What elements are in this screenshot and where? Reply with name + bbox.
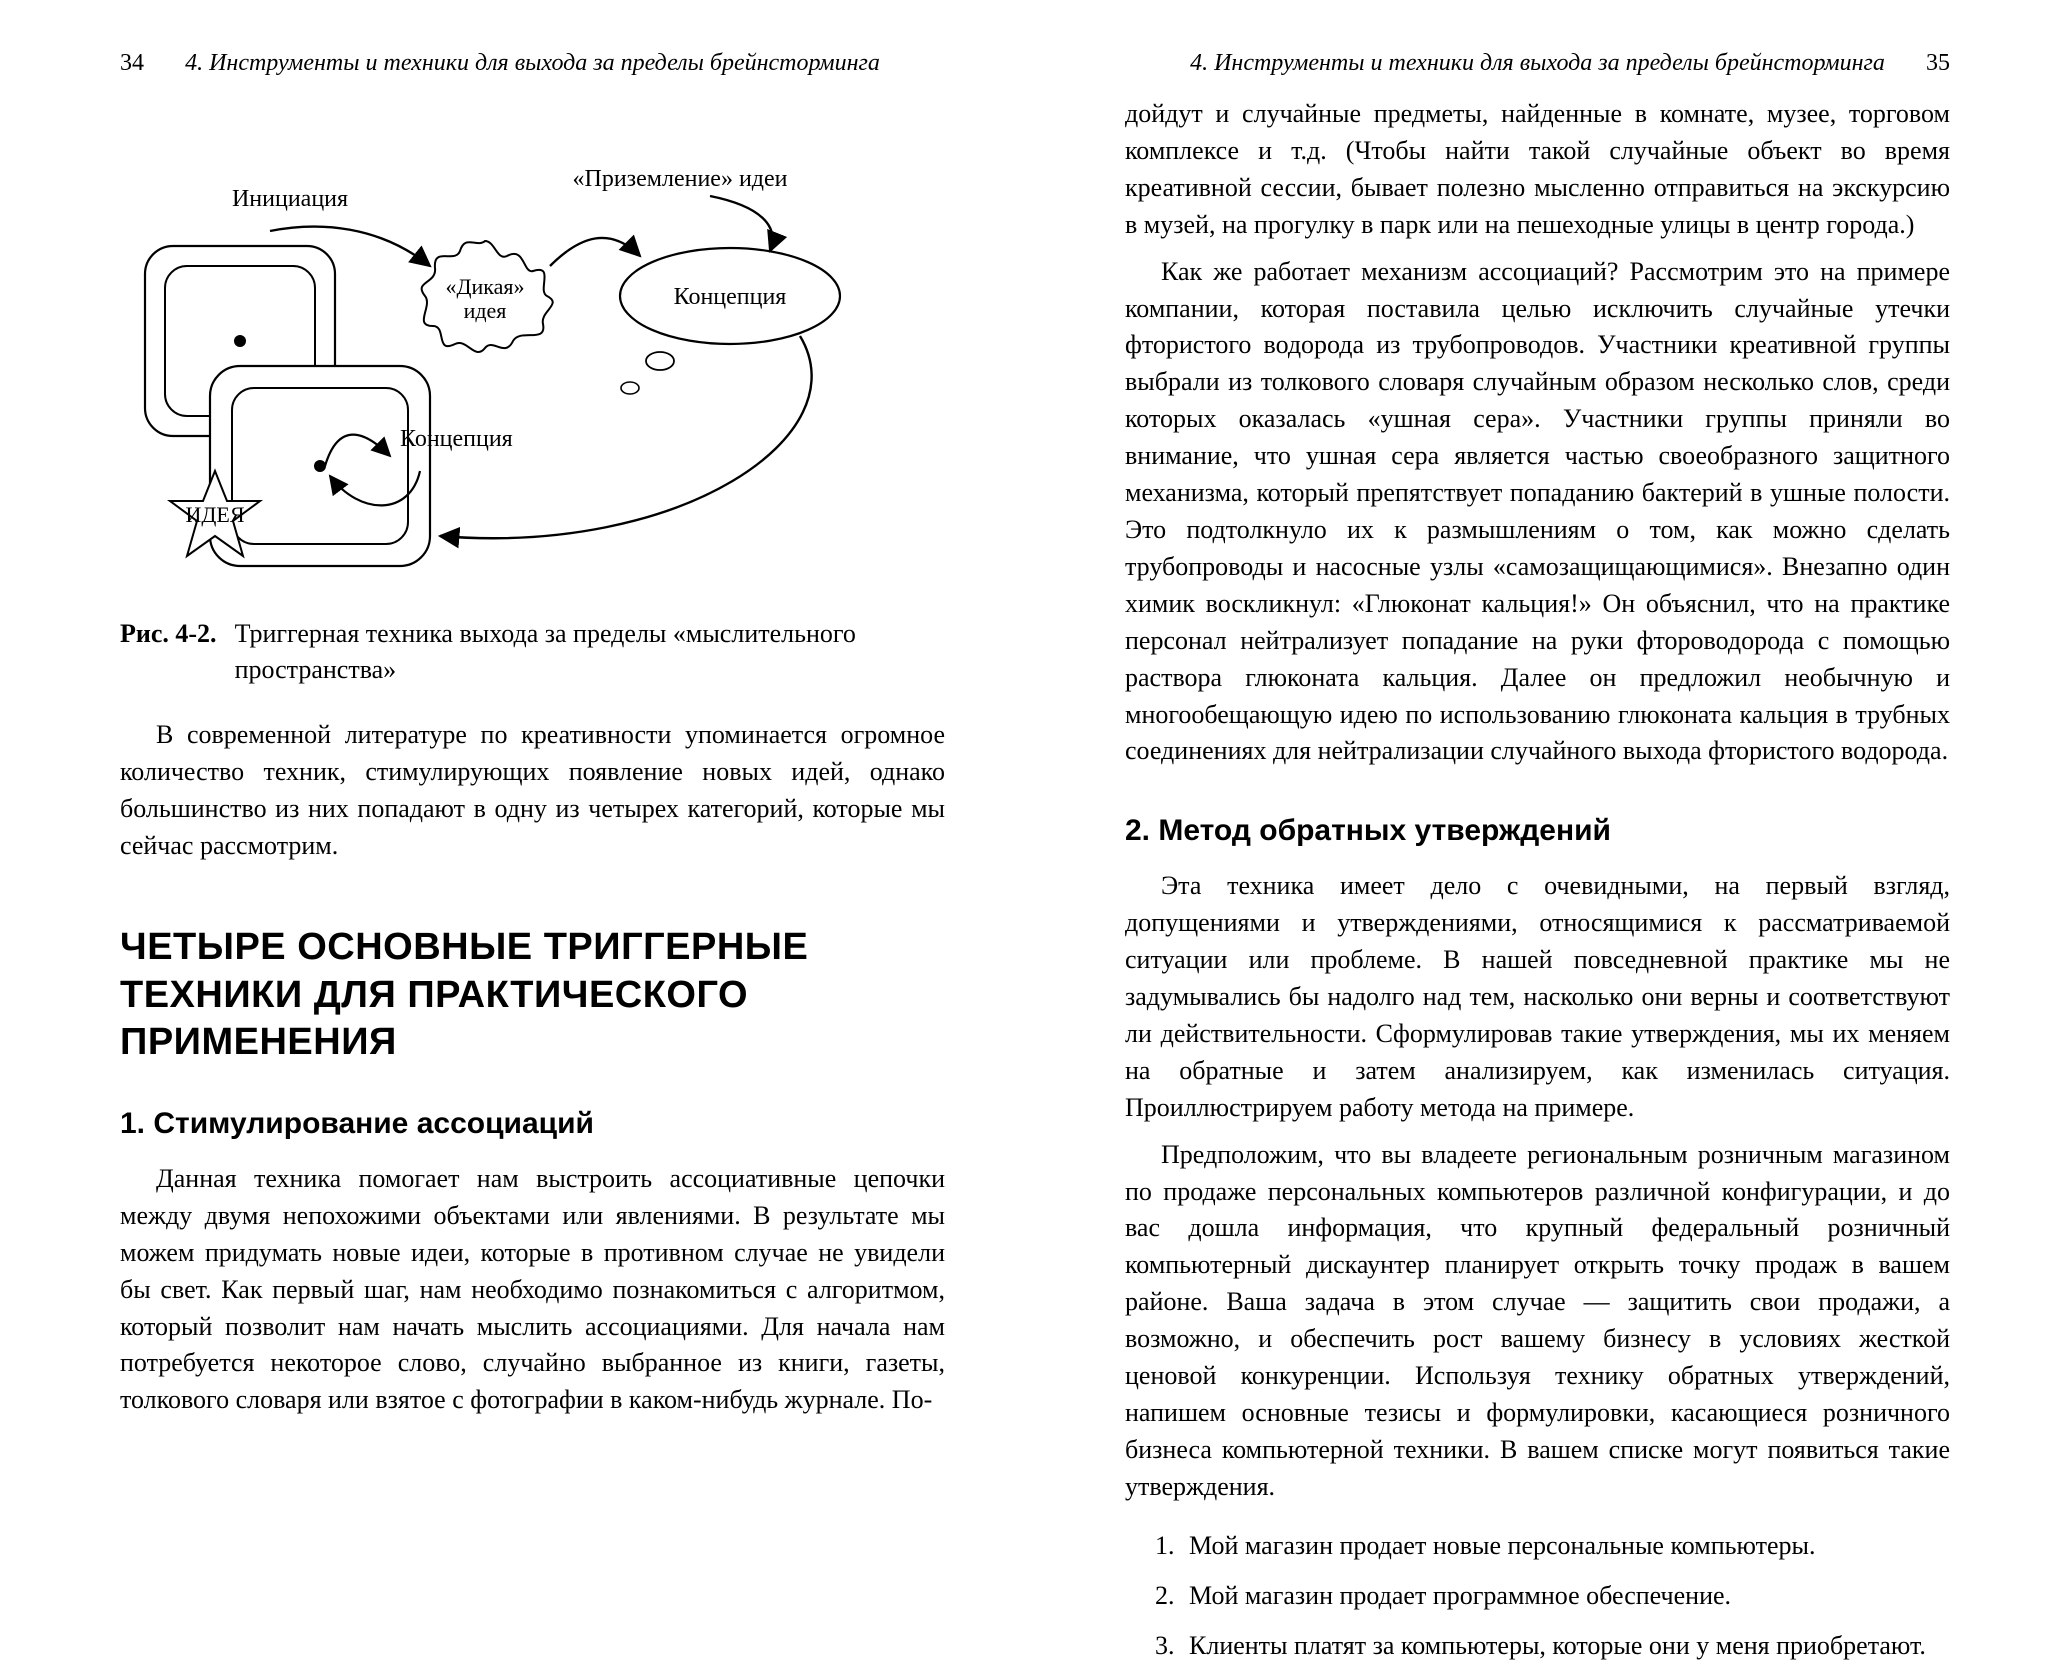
figure-caption: Рис. 4-2. Триггерная техника выхода за п… [120,616,945,689]
para-after-figure: В современной литературе по креативности… [120,717,945,865]
para-right-1: дойдут и случайные предметы, найденные в… [1125,96,1950,244]
assertion-item: Клиенты платят за компьютеры, которые он… [1181,1624,1950,1668]
running-head-left: 4. Инструменты и техники для выхода за п… [120,50,945,77]
assertions-list: Мой магазин продает новые персональные к… [1125,1524,1950,1668]
heading-four-techniques: ЧЕТЫРЕ ОСНОВНЫЕ ТРИГГЕРНЫЕ ТЕХНИКИ ДЛЯ П… [120,924,945,1067]
figure-label-concept-bottom: Концепция [400,426,513,452]
figure-4-2-svg: ИДЕЯ Концепция «Дикая» идея Концепция Ин… [120,116,900,596]
figure-label-wild2: идея [464,298,507,323]
para-technique-1: Данная техника помогает нам выстроить ас… [120,1161,945,1419]
figure-caption-text: Триггерная техника выхода за пределы «мы… [235,616,945,689]
figure-caption-label: Рис. 4-2. [120,616,235,689]
figure-4-2: ИДЕЯ Концепция «Дикая» идея Концепция Ин… [120,116,945,596]
figure-label-concept-top: Концепция [674,284,787,310]
page-right: 35 4. Инструменты и техники для выхода з… [1035,0,2070,1592]
assertion-item: Мой магазин продает программное обеспече… [1181,1574,1950,1618]
figure-label-landing: «Приземление» идеи [572,166,787,192]
running-head-right: 4. Инструменты и техники для выхода за п… [1125,50,1950,77]
para-technique-2b: Предположим, что вы владеете региональны… [1125,1137,1950,1506]
assertion-item: Мой магазин продает новые персональные к… [1181,1524,1950,1568]
figure-label-initiation: Инициация [232,186,348,212]
para-technique-2a: Эта техника имеет дело с очевидными, на … [1125,868,1950,1126]
figure-label-wild1: «Дикая» [445,274,524,299]
para-right-2: Как же работает механизм ассоциаций? Рас… [1125,254,1950,771]
page-left: 34 4. Инструменты и техники для выхода з… [0,0,1035,1592]
book-spread: 34 4. Инструменты и техники для выхода з… [0,0,2070,1592]
heading-technique-2: 2. Метод обратных утверждений [1125,814,1950,848]
heading-technique-1: 1. Стимулирование ассоциаций [120,1107,945,1141]
figure-label-idea: ИДЕЯ [185,502,244,527]
